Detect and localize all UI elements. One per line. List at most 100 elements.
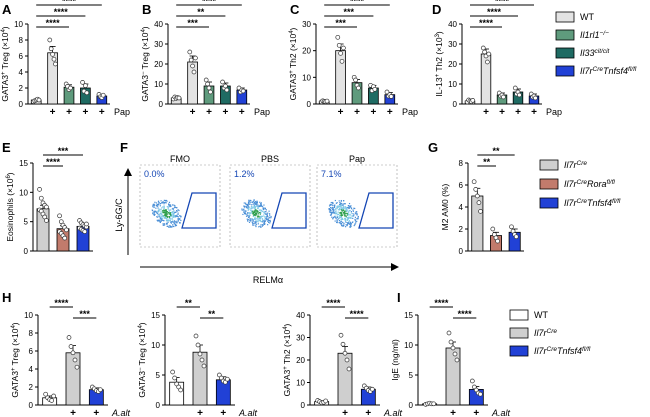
facs-event: [342, 206, 345, 209]
facs-event: [171, 226, 173, 228]
significance-stars: **: [208, 309, 216, 319]
significance-stars: ****: [54, 7, 69, 17]
facs-event: [247, 206, 250, 208]
treatment-plus: +: [99, 107, 105, 118]
facs-event: [332, 208, 335, 210]
facs-event: [260, 216, 263, 218]
y-axis-label: M2 AM0 (%): [440, 183, 450, 230]
legend-label: Il7rCreTnfsf4fl/fl: [564, 198, 621, 209]
facs-event: [352, 209, 354, 211]
legend-swatch: [555, 11, 575, 23]
facs-event: [347, 213, 349, 215]
facs-event: [343, 210, 346, 212]
facs-event: [164, 213, 166, 215]
facs-event: [243, 202, 245, 204]
y-axis-label: GATA3+ Treg (×104): [10, 322, 20, 397]
facs-event: [247, 205, 249, 207]
significance-stars: ****: [326, 298, 341, 308]
facs-event: [340, 206, 343, 208]
facs-event: [247, 203, 249, 205]
y-tick-label: 15: [19, 159, 28, 168]
facs-event: [256, 200, 258, 202]
significance-stars: **: [483, 157, 491, 167]
facs-event: [251, 218, 253, 220]
facs-event: [329, 214, 332, 216]
facs-event: [155, 211, 157, 213]
facs-event: [261, 218, 264, 220]
facs-event: [340, 199, 342, 202]
facs-event: [169, 209, 171, 211]
facs-event: [161, 202, 164, 204]
facs-event: [250, 218, 252, 220]
facs-event: [163, 216, 166, 218]
y-tick-label: 30: [302, 20, 311, 29]
facs-event: [251, 201, 254, 203]
data-point: [38, 195, 44, 201]
treatment-plus: +: [239, 107, 245, 118]
data-point: [37, 187, 42, 192]
y-axis-label: GATA3− Treg (×104): [140, 26, 150, 101]
bar-1: [445, 347, 461, 406]
facs-percent: 1.2%: [234, 169, 255, 179]
facs-event: [157, 203, 159, 205]
facs-event: [333, 216, 335, 218]
facs-event: [269, 217, 271, 219]
facs-event: [340, 219, 342, 221]
facs-event: [173, 221, 175, 223]
facs-event: [265, 217, 267, 219]
facs-event: [170, 211, 172, 214]
facs-event: [162, 223, 164, 225]
data-point: [190, 63, 195, 69]
facs-event: [339, 222, 341, 224]
facs-event: [259, 209, 261, 211]
facs-event: [174, 207, 176, 209]
facs-event: [266, 217, 268, 219]
facs-event: [167, 213, 169, 215]
facs-event: [256, 210, 259, 212]
facs-event: [332, 207, 334, 209]
facs-event: [162, 211, 164, 213]
facs-event: [156, 204, 159, 206]
facs-pane-title: Pap: [349, 154, 365, 164]
panel-label-c: C: [290, 2, 300, 17]
facs-event: [257, 204, 259, 206]
facs-event: [172, 208, 174, 210]
facs-event: [336, 215, 338, 217]
data-point: [208, 89, 213, 95]
data-point: [83, 83, 88, 88]
facs-pane-frame: [139, 164, 221, 248]
facs-event: [249, 202, 251, 204]
legends-layer: WT Il1rl1−/− Il33cit/cit Il7rCreTnfsf4fl/fl…: [509, 11, 637, 357]
facs-event: [336, 213, 338, 215]
data-point: [342, 350, 348, 356]
data-point: [84, 90, 90, 96]
legend-swatch: [539, 159, 559, 171]
facs-event: [256, 201, 258, 203]
facs-event: [334, 199, 336, 202]
facs-event: [167, 225, 169, 227]
facs-event: [263, 223, 265, 225]
y-tick-label: 0: [409, 401, 414, 410]
facs-event: [345, 218, 347, 221]
facs-event: [262, 220, 265, 222]
y-axis-label: GATA3+ Th2 (×104): [282, 323, 292, 396]
facs-percent: 7.1%: [321, 169, 342, 179]
data-point: [486, 51, 492, 57]
facs-event: [350, 222, 352, 225]
facs-event: [348, 210, 351, 212]
significance-stars: ****: [458, 309, 473, 319]
facs-event: [248, 214, 250, 216]
facs-event: [343, 222, 345, 224]
facs-event: [168, 205, 170, 207]
facs-event: [177, 221, 179, 223]
facs-event: [255, 224, 257, 226]
facs-event: [336, 202, 338, 204]
facs-event: [162, 201, 164, 203]
y-tick-label: 0: [29, 401, 34, 410]
facs-event: [263, 212, 265, 214]
facs-event: [266, 215, 269, 218]
facs-event: [169, 206, 171, 208]
facs-event: [344, 226, 347, 228]
facs-event: [161, 207, 163, 209]
